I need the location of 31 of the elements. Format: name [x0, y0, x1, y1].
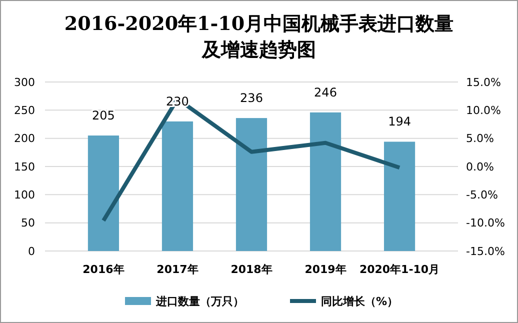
y2-tick-label: -15.0% — [466, 244, 505, 258]
legend-label: 同比增长（%） — [321, 294, 398, 308]
y2-tick-label: 10.0% — [466, 104, 501, 118]
y-tick-label: 0 — [28, 244, 35, 258]
bar — [384, 142, 416, 251]
chart-title: 2016-2020年1-10月中国机械手表进口数量及增速趋势图 — [64, 13, 454, 61]
y2-tick-label: -10.0% — [466, 216, 505, 230]
data-label: 246 — [314, 85, 337, 100]
data-label: 205 — [92, 108, 115, 123]
y2-tick-label: 5.0% — [466, 132, 494, 146]
y-tick-label: 300 — [14, 76, 35, 89]
x-tick-label: 2019年 — [304, 263, 346, 276]
y2-tick-label: 0.0% — [466, 160, 494, 174]
bar — [88, 136, 120, 251]
data-label: 194 — [388, 114, 411, 129]
y-tick-label: 200 — [14, 132, 35, 146]
x-tick-label: 2016年 — [82, 263, 124, 276]
x-tick-label: 2020年1-10月 — [359, 263, 440, 276]
bar — [310, 112, 342, 251]
y-tick-label: 250 — [14, 104, 35, 118]
x-tick-label: 2017年 — [156, 263, 198, 276]
y-tick-label: 150 — [14, 160, 35, 174]
y2-tick-label: 15.0% — [466, 76, 501, 89]
y-tick-label: 50 — [21, 216, 35, 230]
legend-label: 进口数量（万只） — [155, 294, 244, 308]
bar — [162, 121, 194, 251]
y-tick-label: 100 — [14, 188, 35, 202]
x-tick-label: 2018年 — [230, 263, 272, 276]
bar — [236, 118, 268, 251]
data-label: 236 — [240, 91, 263, 106]
y2-tick-label: -5.0% — [466, 188, 498, 202]
